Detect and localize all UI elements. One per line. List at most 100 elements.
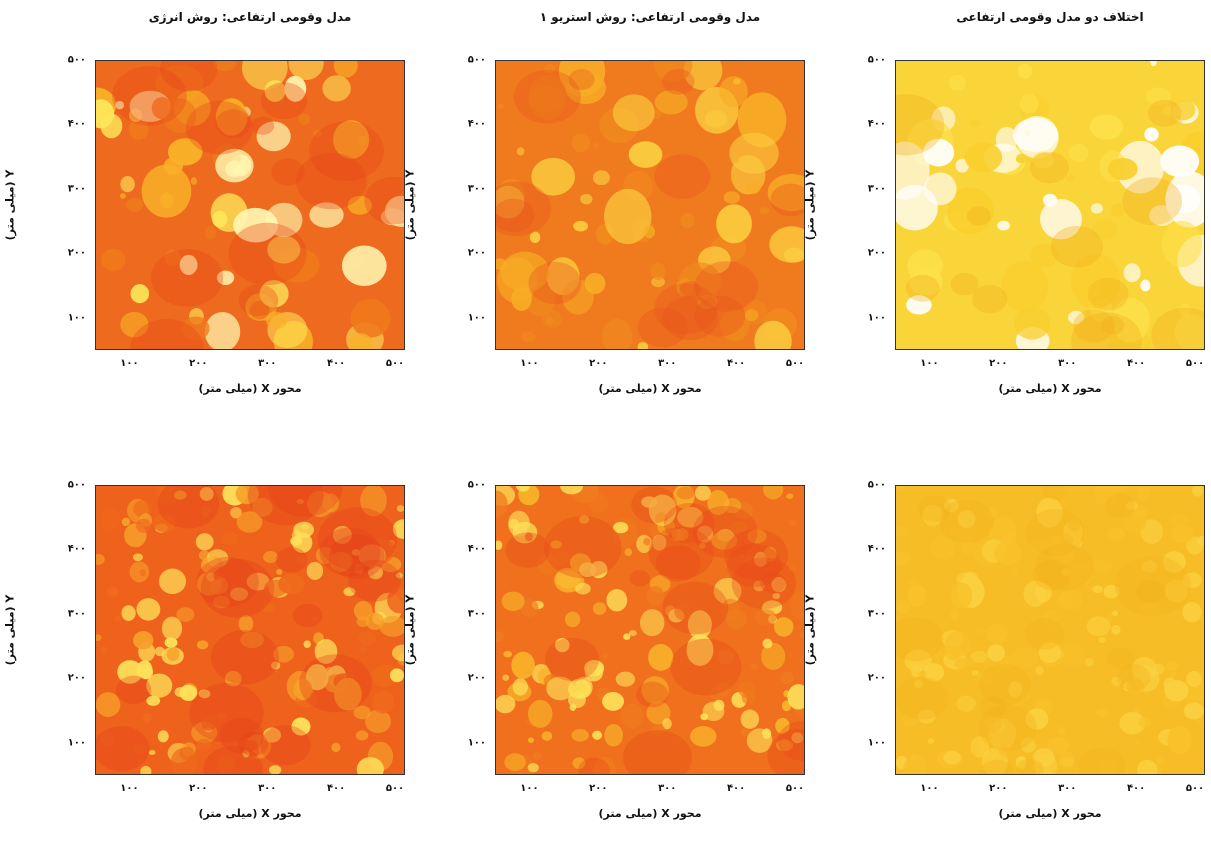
y-tick-label: ۳۰۰: [468, 183, 486, 194]
heatmap-cell: [1087, 616, 1111, 636]
heatmap-cell: [342, 246, 387, 287]
heatmap-cell: [1108, 158, 1138, 180]
heatmap-cell: [580, 194, 592, 205]
y-axis-ticks: ۱۰۰ ۲۰۰ ۳۰۰ ۴۰۰ ۵۰۰: [430, 60, 490, 350]
y-tick-label: ۵۰۰: [868, 55, 886, 66]
heatmap-cell: [239, 615, 254, 632]
heatmap-cell: [331, 743, 340, 753]
heatmap-cell: [1122, 177, 1182, 225]
y-tick-label: ۵۰۰: [468, 55, 486, 66]
panel-title: مدل وقومی ارتفاعی: روش استریو ۱: [495, 10, 805, 24]
heatmap-cell: [521, 332, 536, 343]
heatmap-cell: [1184, 702, 1204, 719]
heatmap-cell: [164, 157, 183, 174]
y-axis-ticks: ۱۰۰ ۲۰۰ ۳۰۰ ۴۰۰ ۵۰۰: [430, 485, 490, 775]
heatmap-cell: [746, 182, 761, 194]
heatmap-panel-1: مدل وقومی ارتفاعی: روش انرژی ۱۰۰ ۲۰۰ ۳۰۰ ۴۰۰…: [0, 0, 400, 420]
y-tick-label: ۴۰۰: [68, 119, 86, 130]
heatmap-cell: [907, 584, 927, 607]
x-tick-label: ۱۰۰: [520, 783, 538, 794]
heatmap-cell: [616, 672, 635, 687]
x-axis-ticks: ۱۰۰ ۲۰۰ ۳۰۰ ۴۰۰ ۵۰۰: [495, 783, 805, 799]
x-tick-label: ۱۰۰: [120, 358, 138, 369]
y-axis-label: Y (میلی متر): [404, 170, 417, 241]
heatmap-svg: [896, 61, 1204, 349]
heatmap-cell: [592, 731, 602, 740]
heatmap-cell: [647, 586, 665, 605]
heatmap-cell: [662, 582, 728, 635]
x-axis-label: محور X (میلی متر): [95, 807, 405, 820]
heatmap-cell: [1096, 708, 1109, 717]
x-axis-label: محور X (میلی متر): [895, 807, 1205, 820]
heatmap-cell: [121, 605, 135, 621]
heatmap-cell: [606, 589, 627, 611]
x-axis-label: محور X (میلی متر): [495, 382, 805, 395]
heatmap-cell: [174, 687, 187, 697]
heatmap-cell: [629, 630, 637, 636]
heatmap-cell: [159, 569, 186, 595]
heatmap-cell: [655, 154, 710, 198]
heatmap-cell: [229, 223, 307, 285]
x-tick-label: ۲۰۰: [989, 358, 1007, 369]
heatmap-area: [895, 485, 1205, 775]
heatmap-cell: [1088, 278, 1129, 311]
heatmap-cell: [943, 751, 961, 765]
y-tick-label: ۲۰۰: [68, 248, 86, 259]
y-tick-label: ۲۰۰: [468, 248, 486, 259]
heatmap-cell: [572, 134, 590, 153]
x-axis-ticks: ۱۰۰ ۲۰۰ ۳۰۰ ۴۰۰ ۵۰۰: [895, 358, 1205, 374]
heatmap-cell: [979, 664, 1031, 705]
y-tick-label: ۳۰۰: [68, 608, 86, 619]
heatmap-cell: [1182, 602, 1201, 622]
x-axis-label: محور X (میلی متر): [895, 382, 1205, 395]
heatmap-cell: [589, 494, 608, 513]
heatmap-cell: [949, 75, 965, 91]
y-tick-label: ۳۰۰: [68, 183, 86, 194]
heatmap-cell: [528, 700, 552, 728]
heatmap-cell: [196, 557, 259, 607]
heatmap-cell: [1186, 671, 1202, 687]
heatmap-cell: [1148, 100, 1182, 127]
y-tick-label: ۴۰۰: [68, 544, 86, 555]
heatmap-cell: [179, 747, 194, 761]
heatmap-cell: [513, 678, 528, 695]
heatmap-cell: [575, 583, 591, 595]
heatmap-svg: [96, 61, 404, 349]
y-tick-label: ۱۰۰: [868, 312, 886, 323]
y-axis-ticks: ۱۰۰ ۲۰۰ ۳۰۰ ۴۰۰ ۵۰۰: [830, 60, 890, 350]
heatmap-cell: [158, 730, 169, 742]
x-tick-label: ۴۰۰: [1127, 783, 1145, 794]
heatmap-cell: [1171, 525, 1194, 543]
heatmap-cell: [972, 670, 979, 675]
heatmap-cell: [1138, 717, 1151, 729]
y-axis-ticks: ۱۰۰ ۲۰۰ ۳۰۰ ۴۰۰ ۵۰۰: [830, 485, 890, 775]
heatmap-cell: [1035, 666, 1044, 675]
heatmap-cell: [225, 161, 243, 178]
heatmap-cell: [1002, 261, 1049, 312]
heatmap-cell: [1085, 658, 1094, 667]
heatmap-cell: [631, 486, 677, 523]
x-tick-label: ۳۰۰: [658, 358, 676, 369]
heatmap-cell: [970, 119, 981, 127]
y-axis-ticks: ۱۰۰ ۲۰۰ ۳۰۰ ۴۰۰ ۵۰۰: [30, 485, 90, 775]
heatmap-cell: [957, 695, 976, 711]
heatmap-cell: [1098, 637, 1105, 643]
y-axis-label: Y (میلی متر): [4, 170, 17, 241]
heatmap-cell: [143, 713, 152, 723]
heatmap-cell: [1107, 648, 1134, 669]
heatmap-cell: [101, 508, 120, 530]
heatmap-cell: [528, 262, 581, 304]
heatmap-cell: [360, 645, 367, 653]
heatmap-cell: [1111, 625, 1120, 635]
heatmap-cell: [1035, 544, 1094, 591]
heatmap-cell: [1160, 146, 1199, 178]
heatmap-cell: [1051, 226, 1103, 268]
heatmap-cell: [1105, 494, 1135, 518]
x-tick-label: ۱۰۰: [520, 358, 538, 369]
heatmap-cell: [1111, 204, 1124, 218]
heatmap-cell: [290, 536, 302, 546]
heatmap-cell: [762, 728, 771, 739]
heatmap-cell: [1091, 203, 1103, 213]
heatmap-area: [895, 60, 1205, 350]
heatmap-cell: [1057, 594, 1071, 606]
